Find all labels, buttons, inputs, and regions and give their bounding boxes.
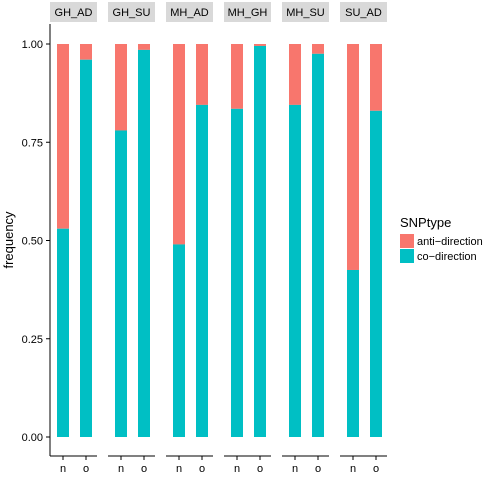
x-tick-label: n [292,463,298,475]
bar-segment-co-direction [254,45,266,438]
legend-key-anti-direction [400,234,414,248]
legend-label-co-direction: co−direction [417,251,477,263]
bar-segment-co-direction [80,59,92,437]
facet-strip [282,2,329,22]
bar-segment-anti-direction [196,44,208,105]
facet-strip-label: MH_SU [286,7,325,19]
bar-segment-anti-direction [231,44,243,109]
x-tick-label: o [199,463,205,475]
bar-segment-anti-direction [80,44,92,60]
bar-segment-co-direction [347,269,359,437]
y-tick-label: 0.50 [22,236,43,248]
x-tick-label: o [315,463,321,475]
facet-strip [224,2,271,22]
x-tick-label: n [118,463,124,475]
y-tick-label: 0.25 [22,334,43,346]
bar-segment-anti-direction [289,44,301,105]
facet-strip-label: GH_AD [55,7,93,19]
x-tick-label: o [141,463,147,475]
bar-segment-anti-direction [347,44,359,270]
bar-segment-anti-direction [370,44,382,111]
facet-strip [340,2,387,22]
bar-segment-co-direction [115,130,127,437]
bar-segment-co-direction [370,110,382,437]
x-tick-label: o [83,463,89,475]
bar-segment-anti-direction [312,44,324,54]
x-tick-label: n [234,463,240,475]
x-tick-label: n [176,463,182,475]
y-tick-label: 1.00 [22,39,43,51]
x-tick-label: n [350,463,356,475]
bar-segment-anti-direction [115,44,127,131]
y-tick-label: 0.75 [22,137,43,149]
bar-segment-co-direction [138,49,150,438]
facet-strip-label: MH_AD [170,7,209,19]
x-tick-label: o [373,463,379,475]
y-tick-label: 0.00 [22,432,43,444]
x-tick-label: o [257,463,263,475]
facet-strip [166,2,213,22]
legend-title: SNPtype [400,215,451,230]
bar-segment-anti-direction [138,44,150,50]
bar-segment-anti-direction [254,44,266,46]
bar-segment-co-direction [231,108,243,437]
bar-segment-anti-direction [57,44,69,229]
bar-segment-co-direction [57,228,69,437]
bar-segment-co-direction [196,104,208,437]
facet-strip-label: SU_AD [345,7,382,19]
facet-strip-label: GH_SU [113,7,151,19]
y-axis-title: frequency [1,211,16,269]
bar-segment-co-direction [289,104,301,437]
x-tick-label: n [60,463,66,475]
facet-strip [50,2,97,22]
legend-key-co-direction [400,249,414,263]
bar-segment-co-direction [173,244,185,437]
bar-segment-co-direction [312,53,324,437]
facet-strip-label: MH_GH [228,7,268,19]
facet-strip [108,2,155,22]
bar-segment-anti-direction [173,44,185,245]
legend-label-anti-direction: anti−direction [417,236,483,248]
